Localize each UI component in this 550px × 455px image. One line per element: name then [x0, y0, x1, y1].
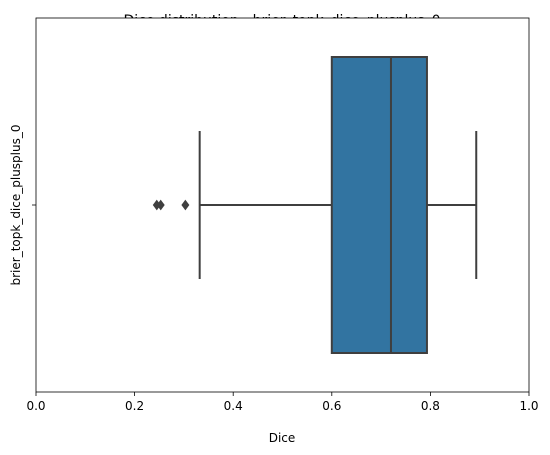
- x-tick-label: 0.0: [26, 399, 45, 413]
- box-group: [152, 56, 478, 354]
- outlier-point: [156, 199, 165, 211]
- x-tick-label: 0.8: [421, 399, 440, 413]
- x-axis: 0.0 0.2 0.4 0.6 0.8 1.0: [26, 392, 539, 413]
- y-axis: brier_topk_dice_plusplus_0: [9, 125, 36, 286]
- outlier-point: [181, 199, 190, 211]
- x-tick-label: 0.6: [322, 399, 341, 413]
- x-axis-label: Dice: [269, 431, 296, 445]
- x-tick-label: 0.4: [224, 399, 243, 413]
- iqr-box: [330, 56, 428, 354]
- y-tick-label: brier_topk_dice_plusplus_0: [9, 125, 23, 286]
- x-tick-label: 1.0: [519, 399, 538, 413]
- x-tick-label: 0.2: [125, 399, 144, 413]
